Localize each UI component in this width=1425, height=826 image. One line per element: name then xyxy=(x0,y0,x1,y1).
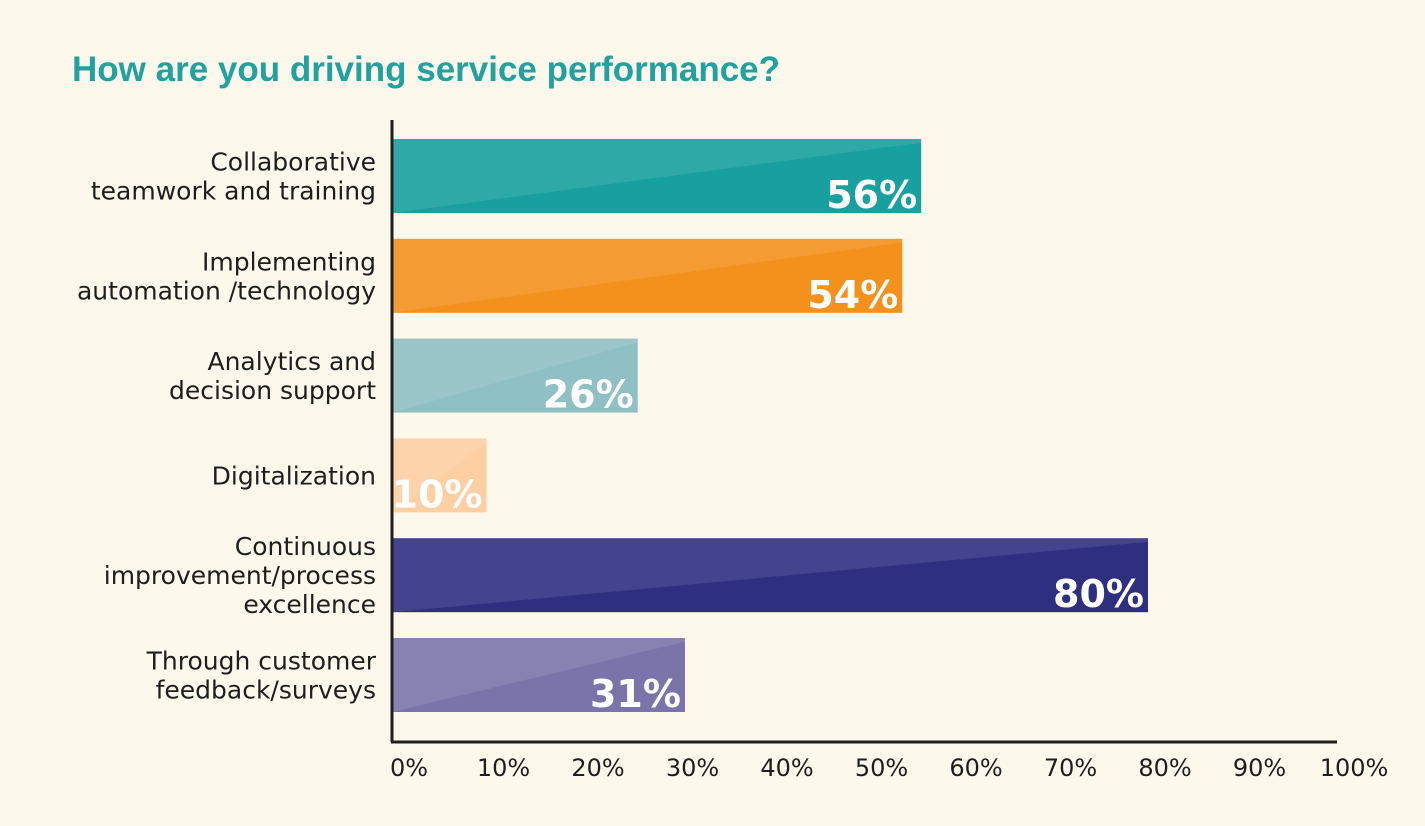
axes xyxy=(390,120,1337,744)
x-tick-label: 90% xyxy=(1233,754,1286,782)
x-tick-label: 100% xyxy=(1320,754,1389,782)
x-tick-label: 50% xyxy=(855,754,908,782)
value-label: 80% xyxy=(1053,572,1144,616)
value-label: 54% xyxy=(807,273,898,317)
x-tick-label: 0% xyxy=(390,754,428,782)
value-label: 56% xyxy=(826,173,917,217)
bar-rect xyxy=(392,638,685,712)
bar-sheen xyxy=(392,338,638,413)
bar-2 xyxy=(392,238,903,313)
category-label: Implementing automation /technology xyxy=(77,247,376,305)
category-label: Continuous improvement/process excellence xyxy=(104,532,376,619)
bar-sheen xyxy=(392,438,487,513)
x-tick-label: 80% xyxy=(1138,754,1191,782)
bar-4 xyxy=(392,438,487,513)
category-label: Collaborative teamwork and training xyxy=(91,148,376,206)
value-label: 10% xyxy=(392,472,483,516)
bar-6 xyxy=(392,638,685,712)
x-tick-label: 10% xyxy=(477,754,530,782)
x-tick-label: 20% xyxy=(571,754,624,782)
bar-rect xyxy=(392,338,638,413)
value-label: 26% xyxy=(543,373,634,417)
x-tick-label: 60% xyxy=(949,754,1002,782)
category-label: Digitalization xyxy=(212,461,376,490)
chart-title: How are you driving service performance? xyxy=(72,50,780,89)
x-tick-label: 70% xyxy=(1044,754,1097,782)
x-tick-labels: 0% 10% 20% 30% 40% 50% 60% 70% 80% 90% 100% xyxy=(390,754,1388,782)
bar-rect xyxy=(392,438,487,513)
bar-rect xyxy=(392,538,1148,613)
x-tick-label: 40% xyxy=(760,754,813,782)
bar-5 xyxy=(392,538,1148,613)
bar-rect xyxy=(392,139,922,213)
category-label: Through customer feedback/surveys xyxy=(146,647,377,705)
bar-sheen xyxy=(392,538,1148,613)
category-labels: Collaborative teamwork and training Implem… xyxy=(77,148,377,705)
bars-group xyxy=(392,139,1148,712)
value-labels: 56% 54% 26% 10% 80% 31% xyxy=(392,173,1144,716)
bar-1 xyxy=(392,139,922,213)
value-label: 31% xyxy=(590,672,681,716)
bar-sheen xyxy=(392,638,685,712)
x-tick-label: 30% xyxy=(666,754,719,782)
category-label: Analytics and decision support xyxy=(169,347,376,405)
bar-sheen xyxy=(392,139,922,213)
bar-3 xyxy=(392,338,638,413)
bar-sheen xyxy=(392,238,903,313)
bar-rect xyxy=(392,238,903,313)
